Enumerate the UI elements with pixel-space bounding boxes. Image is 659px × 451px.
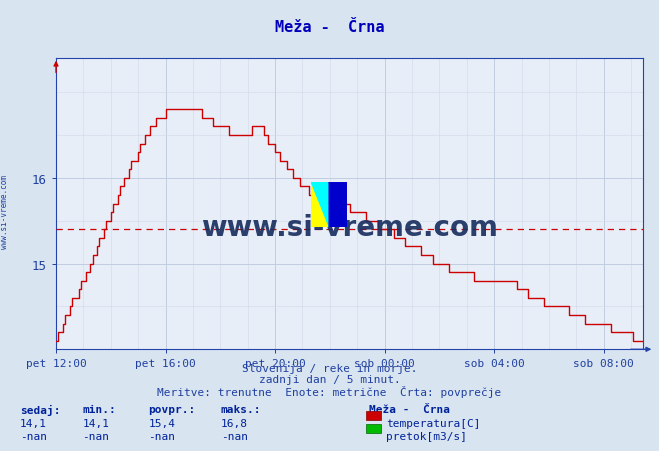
Text: -nan: -nan: [148, 431, 175, 441]
Text: Meža -  Črna: Meža - Črna: [275, 20, 384, 35]
Text: zadnji dan / 5 minut.: zadnji dan / 5 minut.: [258, 374, 401, 384]
Text: 16,8: 16,8: [221, 418, 248, 428]
Text: povpr.:: povpr.:: [148, 404, 196, 414]
Text: www.si-vreme.com: www.si-vreme.com: [0, 175, 9, 249]
Text: Meža -  Črna: Meža - Črna: [369, 404, 450, 414]
Text: maks.:: maks.:: [221, 404, 261, 414]
Text: 14,1: 14,1: [82, 418, 109, 428]
Polygon shape: [311, 183, 330, 228]
Text: 14,1: 14,1: [20, 418, 47, 428]
Text: www.si-vreme.com: www.si-vreme.com: [201, 213, 498, 241]
Text: min.:: min.:: [82, 404, 116, 414]
Polygon shape: [330, 183, 347, 228]
Text: sedaj:: sedaj:: [20, 404, 60, 414]
Text: -nan: -nan: [221, 431, 248, 441]
Text: -nan: -nan: [20, 431, 47, 441]
Text: 15,4: 15,4: [148, 418, 175, 428]
Text: Meritve: trenutne  Enote: metrične  Črta: povprečje: Meritve: trenutne Enote: metrične Črta: …: [158, 385, 501, 397]
Text: pretok[m3/s]: pretok[m3/s]: [386, 431, 467, 441]
Polygon shape: [311, 183, 330, 228]
Text: Slovenija / reke in morje.: Slovenija / reke in morje.: [242, 363, 417, 373]
Polygon shape: [330, 183, 347, 228]
Text: temperatura[C]: temperatura[C]: [386, 418, 480, 428]
Text: -nan: -nan: [82, 431, 109, 441]
